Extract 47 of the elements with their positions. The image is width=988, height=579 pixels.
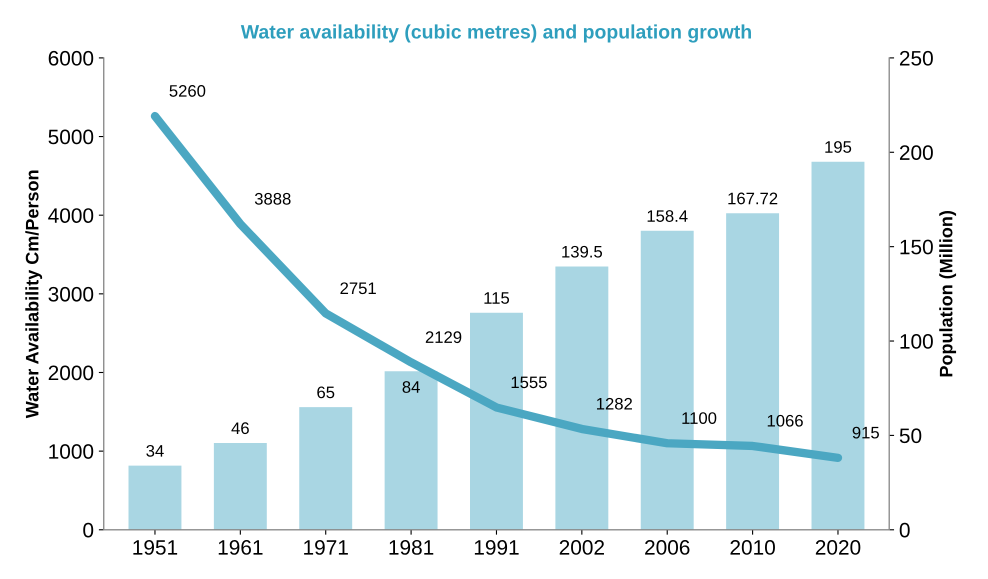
y-tick-label: 0 <box>83 522 94 538</box>
data-label: 1555 <box>512 376 547 388</box>
data-label: 115 <box>484 292 510 304</box>
y2-tick-label: 100 <box>900 334 933 349</box>
data-label: 167.72 <box>728 192 778 204</box>
y-tick-label: 5000 <box>48 130 94 144</box>
data-label: 915 <box>852 426 879 439</box>
x-tick-label: 1981 <box>390 540 434 555</box>
data-label: 2129 <box>426 331 462 344</box>
y2-axis-title: Population (Million) <box>939 210 956 376</box>
y-tick-label: 1000 <box>49 444 94 459</box>
x-tick-label: 1991 <box>474 540 519 555</box>
data-label: 139.5 <box>562 246 602 258</box>
bar <box>299 407 352 530</box>
y2-tick-label: 200 <box>900 145 933 160</box>
bar <box>384 371 438 530</box>
data-label: 46 <box>231 422 249 434</box>
x-tick-label: 2010 <box>730 540 775 555</box>
y2-tick-label: 250 <box>900 50 933 66</box>
data-label: 1066 <box>768 414 803 427</box>
bar <box>214 442 267 530</box>
y-tick-label: 4000 <box>48 208 94 223</box>
x-tick-label: 1961 <box>218 540 262 555</box>
data-label: 34 <box>146 444 164 457</box>
x-tick-label: 2006 <box>645 540 690 555</box>
data-label: 65 <box>317 386 334 398</box>
y-tick-label: 3000 <box>48 286 94 302</box>
x-tick-label: 1971 <box>304 540 348 555</box>
chart-title: Water availability (cubic metres) and population growth <box>240 24 751 43</box>
y2-tick-label: 50 <box>900 428 922 444</box>
x-tick-label: 2020 <box>816 540 860 555</box>
y2-tick-label: 0 <box>900 522 910 538</box>
x-tick-label: 2002 <box>560 540 604 555</box>
data-label: 3888 <box>254 192 291 205</box>
y-tick-label: 6000 <box>48 50 94 66</box>
data-label: 158.4 <box>648 210 688 222</box>
data-label: 2751 <box>340 282 376 294</box>
data-label: 1282 <box>597 398 632 410</box>
data-label: 84 <box>402 381 420 393</box>
y-tick-label: 2000 <box>48 365 94 380</box>
data-label: 5260 <box>170 85 206 97</box>
y2-tick-label: 150 <box>900 240 933 254</box>
y-axis-title: Water Availability Cm/Person <box>25 170 42 418</box>
bar <box>128 466 182 530</box>
data-label: 195 <box>825 141 852 153</box>
data-label: 1100 <box>682 412 716 424</box>
x-tick-label: 1951 <box>133 540 178 555</box>
